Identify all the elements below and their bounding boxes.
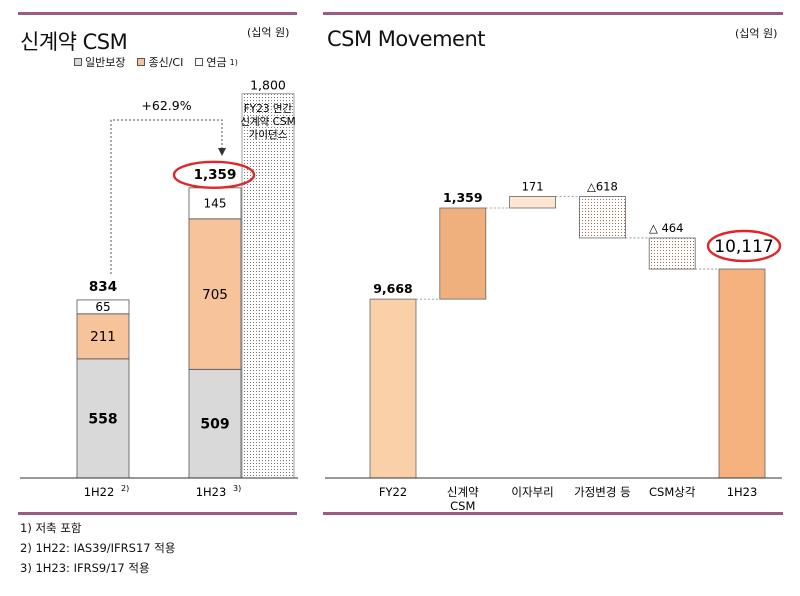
growth-arrow-head [218, 148, 226, 156]
footnote-3: 3) 1H23: IFRS9/17 적용 [20, 561, 150, 575]
bar-total-label: 1,359 [194, 167, 237, 183]
segment-value-label: 558 [88, 411, 117, 427]
bar-segment-health [188, 218, 242, 370]
legend-general-label: 일반보장 [85, 56, 126, 69]
waterfall-value-label: 1,359 [443, 190, 483, 205]
guidance-bar [241, 93, 295, 479]
growth-connector-line [110, 119, 223, 274]
left-unit-label: (십억 원) [247, 26, 290, 39]
right-bottom-line [323, 512, 783, 515]
category-footnote-sup: 3) [233, 484, 241, 493]
highlight-circle [706, 229, 782, 263]
growth-rate-label: +62.9% [141, 98, 191, 113]
bar-segment-health [76, 313, 130, 360]
category-label: CSM상각 [649, 485, 696, 499]
category-label: FY22 [379, 485, 407, 499]
category-footnote-sup: 2) [121, 484, 129, 493]
segment-value-label: 705 [202, 287, 228, 303]
legend-health-label: 종신/CI [148, 56, 184, 69]
guidance-label-line: 신계약 CSM [240, 116, 295, 128]
waterfall-value-label: △ 464 [649, 221, 683, 235]
footnote-2: 2) 1H22: IAS39/IFRS17 적용 [20, 541, 176, 555]
waterfall-bar [578, 196, 626, 239]
legend-annuity-label: 연금 [206, 56, 227, 69]
waterfall-bar [648, 237, 696, 270]
left-top-line [18, 12, 297, 15]
segment-value-label: 65 [95, 300, 110, 314]
legend-item-health: 종신/CI [137, 54, 183, 70]
footnote-1: 1) 저축 포함 [20, 521, 82, 535]
bar-total-label: 834 [89, 279, 117, 295]
category-label: CSM [450, 499, 475, 513]
waterfall-value-label: 171 [522, 180, 544, 194]
legend-general-square-icon [74, 58, 82, 66]
category-label: 1H23 [196, 485, 227, 499]
category-label: 가정변경 등 [574, 485, 631, 499]
highlight-circle [172, 160, 256, 190]
waterfall-value-label: △618 [587, 180, 618, 194]
bar-segment-general [76, 358, 130, 479]
segment-value-label: 509 [200, 417, 229, 433]
right-panel-title: CSM Movement [327, 27, 486, 51]
right-unit-label: (십억 원) [735, 27, 778, 40]
legend-annuity-square-icon [195, 58, 204, 66]
category-label: 이자부리 [511, 485, 553, 499]
bar-segment-annuity [76, 299, 130, 315]
legend-item-general: 일반보장 [74, 54, 125, 70]
waterfall-value-label: 10,117 [714, 237, 773, 257]
right-top-line [323, 12, 783, 15]
legend-health-square-icon [137, 58, 146, 66]
category-label: 1H22 [84, 485, 115, 499]
category-label: 신계약 [447, 485, 479, 499]
waterfall-value-label: 9,668 [373, 281, 413, 296]
bar-segment-general [188, 368, 242, 479]
guidance-value-label: 1,800 [250, 78, 286, 93]
waterfall-bar [439, 207, 487, 300]
waterfall-bar [509, 196, 557, 209]
segment-value-label: 145 [204, 197, 227, 211]
waterfall-bar [369, 298, 417, 479]
waterfall-bar [718, 268, 766, 479]
category-label: 1H23 [727, 485, 758, 499]
left-bottom-line [18, 512, 297, 515]
segment-value-label: 211 [90, 329, 116, 345]
left-panel-title: 신계약 CSM [20, 30, 128, 54]
legend-annuity-sup: 1) [229, 57, 238, 67]
bar-segment-annuity [188, 187, 242, 220]
guidance-label-line: 가이던스 [249, 129, 288, 141]
guidance-label-line: FY23 연간 [244, 103, 293, 115]
left-legend: 일반보장 종신/CI 연금 1) [74, 54, 238, 70]
legend-item-annuity: 연금 1) [195, 54, 238, 70]
